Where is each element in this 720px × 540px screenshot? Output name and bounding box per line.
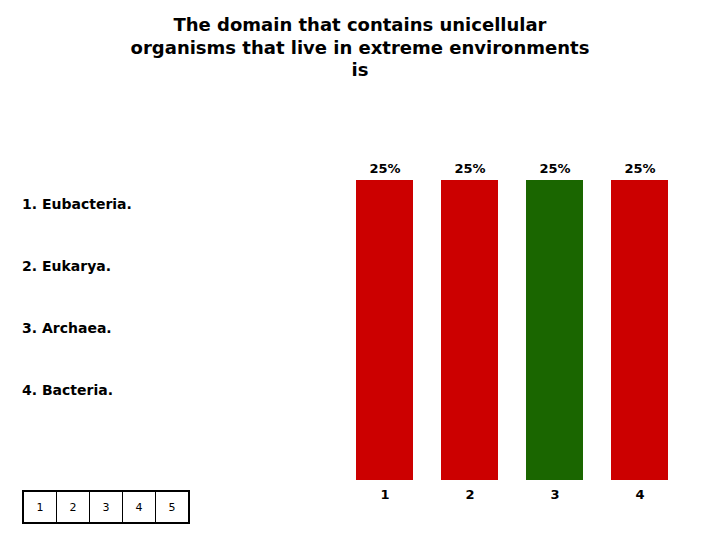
html-text:4: 4 <box>135 500 143 514</box>
svg-text:3: 3 <box>550 487 559 502</box>
html-text:4. Bacteria.: 4. Bacteria. <box>22 382 113 398</box>
html-text:The domain that contains unice: The domain that contains unicellular org… <box>130 14 590 80</box>
svg-text:25%: 25% <box>624 161 655 176</box>
html-text:2. Eukarya.: 2. Eukarya. <box>22 258 111 274</box>
html-text:3: 3 <box>102 500 110 514</box>
svg-text:25%: 25% <box>539 161 570 176</box>
html-text:2: 2 <box>69 500 77 514</box>
html-text:3. Archaea.: 3. Archaea. <box>22 320 112 336</box>
svg-text:2: 2 <box>465 487 474 502</box>
html-text:5: 5 <box>168 500 176 514</box>
svg-text:25%: 25% <box>369 161 400 176</box>
html-text:1: 1 <box>36 500 44 514</box>
svg-text:1: 1 <box>380 487 389 502</box>
html-text:1. Eubacteria.: 1. Eubacteria. <box>22 196 132 212</box>
svg-text:25%: 25% <box>454 161 485 176</box>
svg-text:4: 4 <box>635 487 644 502</box>
